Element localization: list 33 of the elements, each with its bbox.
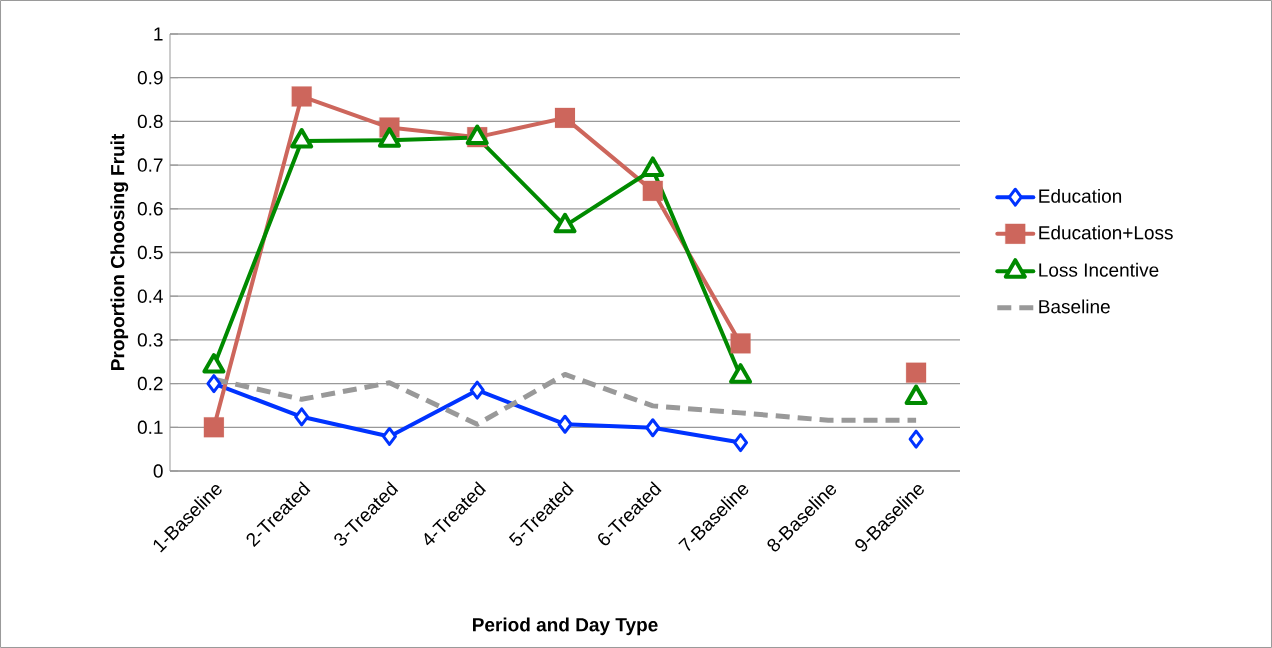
point: [554, 107, 576, 128]
point: [645, 418, 661, 438]
point: [294, 407, 310, 427]
x-axis-title: Period and Day Type: [473, 617, 658, 636]
point: [381, 426, 397, 446]
legend-label: Loss Incentive: [1039, 262, 1159, 277]
y-tick-label: 0.7: [137, 158, 163, 172]
point: [906, 362, 927, 383]
point: [203, 417, 224, 438]
y-tick-label: 0.8: [137, 114, 163, 129]
y-tick-label: 0.3: [137, 333, 163, 347]
point: [733, 433, 749, 453]
y-tick-label: 0.4: [137, 289, 163, 303]
y-tick-label: 0.9: [137, 70, 163, 85]
legend-label: Education+Loss: [1039, 225, 1173, 240]
y-tick-label: 1: [154, 27, 163, 41]
point: [908, 429, 924, 449]
y-tick-label: 0.5: [137, 245, 163, 260]
point: [557, 414, 573, 434]
point: [730, 333, 751, 354]
legend-label: Education: [1039, 188, 1122, 203]
point: [469, 380, 485, 400]
point: [291, 86, 312, 107]
y-axis-title: Proportion Choosing Fruit: [110, 133, 129, 370]
y-tick-label: 0.6: [137, 202, 163, 216]
legend-label: Baseline: [1039, 299, 1110, 314]
y-tick-label: 0.2: [137, 376, 163, 391]
point: [206, 374, 222, 394]
y-tick-label: 0: [153, 464, 163, 478]
point: [377, 127, 401, 148]
point: [290, 128, 314, 149]
y-tick-label: 0.1: [137, 420, 163, 435]
point: [642, 180, 663, 201]
